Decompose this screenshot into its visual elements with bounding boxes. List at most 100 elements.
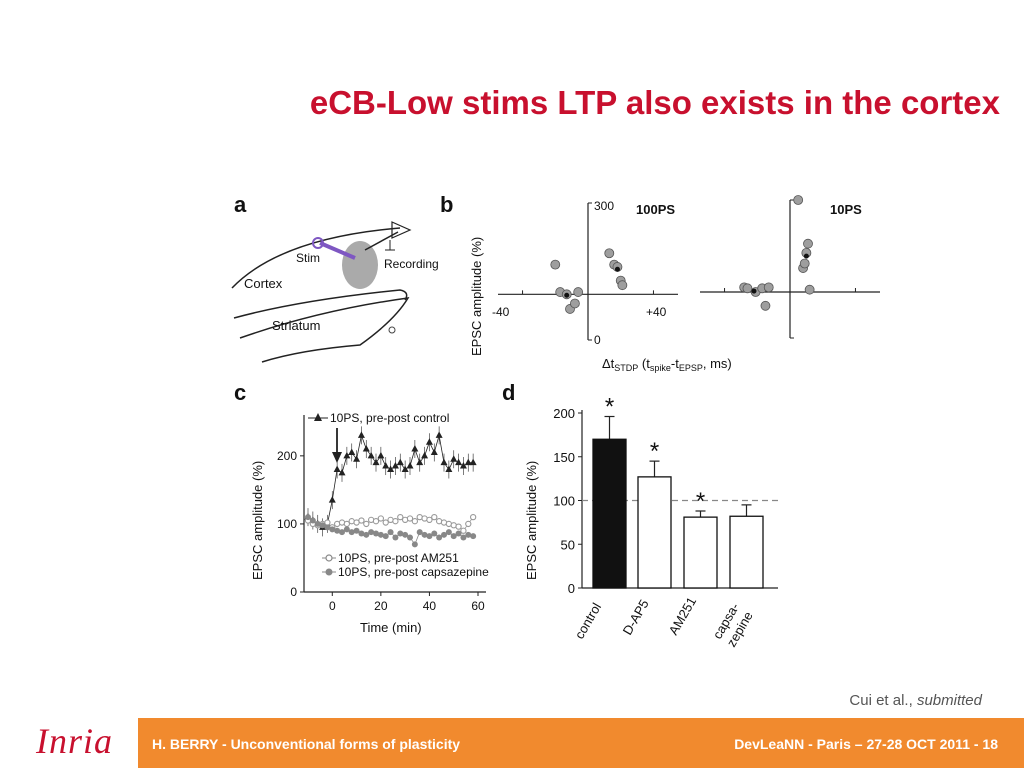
plot-100ps-label: 100PS (636, 202, 675, 217)
footer-event: DevLeaNN - Paris – 27-28 OCT 2011 - 18 (734, 736, 998, 752)
stim-electrode (319, 241, 356, 260)
legend-am251: 10PS, pre-post AM251 (338, 551, 459, 565)
series-am251-point (406, 515, 414, 522)
legend-control: 10PS, pre-post control (330, 411, 449, 425)
scatter-10ps-axes (700, 199, 880, 339)
small-marker (388, 326, 396, 334)
panel-c-xlabel: Time (min) (360, 620, 422, 635)
label-recording: Recording (384, 257, 439, 271)
series-am251-point (469, 513, 477, 521)
legend-capsazepine-marker (322, 568, 336, 576)
series-am251-point (382, 519, 389, 526)
series-capsazepine-point (397, 530, 404, 537)
plot-10ps-label: 10PS (830, 202, 862, 217)
series-capsazepine-point (392, 534, 399, 541)
series-am251-point (411, 518, 419, 525)
series-capsazepine-point (358, 530, 365, 537)
panel-c-xtick-label: 20 (374, 599, 388, 613)
series-am251-point (392, 518, 399, 525)
series-control-point (411, 445, 419, 452)
figure: a Stim Recording Cortex Striatum b EPSC … (231, 192, 880, 650)
scatter-10ps-mean-point (751, 288, 757, 294)
label-stim: Stim (296, 251, 320, 265)
series-capsazepine-point (426, 533, 433, 540)
series-capsazepine-point (329, 526, 336, 533)
series-capsazepine-point (470, 533, 477, 540)
series-capsazepine-point (455, 530, 462, 537)
series-control-point (338, 468, 346, 476)
series-control-point (343, 451, 351, 459)
panel-b-ylabel: EPSC amplitude (%) (469, 237, 484, 356)
scatter-100ps-axes (498, 202, 678, 341)
series-am251-point (460, 527, 467, 534)
series-control-point (357, 431, 365, 438)
series-am251-point (455, 523, 462, 530)
panel-c-xtick-label: 60 (471, 599, 485, 613)
bar (592, 438, 627, 589)
series-capsazepine-point (436, 534, 443, 541)
series-control-point (406, 462, 414, 469)
series-control-point (391, 462, 399, 469)
panel-b-letter: b (440, 192, 453, 217)
panel-d-ylabel: EPSC amplitude (%) (524, 461, 539, 580)
panel-d-ytick-label: 200 (553, 406, 575, 421)
series-control-point (450, 455, 458, 462)
scatter-10ps-point (803, 238, 813, 249)
series-am251-point (465, 520, 472, 528)
panel-c-ytick-label: 0 (290, 585, 297, 599)
series-control-point (367, 451, 375, 459)
series-capsazepine-point (441, 531, 447, 538)
panel-d-ytick-label: 0 (568, 581, 575, 596)
series-control-line (307, 433, 474, 528)
logo-box (0, 710, 138, 768)
scatter-100ps-point (550, 259, 561, 270)
series-am251-point (431, 513, 438, 521)
series-capsazepine-point (373, 530, 379, 537)
legend-control-marker (308, 413, 328, 421)
slide-title: eCB-Low stims LTP also exists in the cor… (309, 84, 1000, 121)
series-control-point (435, 431, 443, 438)
panel-b-xlabel: ΔtSTDP (tspike-tEPSP, ms) (602, 356, 732, 373)
stim-arrow (332, 428, 342, 463)
legend-am251-marker (322, 554, 336, 562)
panel-c-ylabel: EPSC amplitude (%) (250, 461, 265, 580)
panel-c-xtick-label: 0 (329, 599, 336, 613)
significance-star: * (605, 394, 614, 421)
series-control-point (469, 458, 477, 466)
scatter-100ps-point (570, 298, 580, 309)
scatter-10ps-point (763, 282, 774, 293)
series-capsazepine-point (339, 529, 345, 536)
series-control-point (421, 451, 429, 459)
cortex-boundary (233, 289, 408, 319)
series-control-point (348, 448, 356, 455)
series-control-point (425, 438, 433, 445)
bar (637, 476, 672, 589)
series-am251-point (426, 516, 433, 523)
series-control-point (459, 462, 467, 469)
significance-star: * (696, 488, 705, 515)
series-control-point (372, 458, 380, 466)
panel-d-letter: d (502, 380, 515, 405)
ytick-0: 0 (594, 333, 601, 347)
panel-c: c EPSC amplitude (%) 0 100 200 0 20 40 60 10PS… (234, 380, 489, 635)
series-capsazepine-point (431, 530, 438, 537)
footer-bar (0, 718, 1024, 768)
series-control-point (387, 465, 395, 472)
panel-b: b EPSC amplitude (%) 300 0 -40 +40 100PS… (440, 192, 880, 373)
series-am251-point (372, 518, 380, 525)
series-capsazepine-point (445, 529, 452, 536)
scatter-10ps-mean-point (803, 253, 809, 259)
label-cortex: Cortex (244, 276, 283, 291)
series-control-point (382, 462, 390, 469)
series-capsazepine-point (465, 531, 472, 538)
series-capsazepine-point (348, 529, 355, 536)
series-capsazepine-point (305, 514, 311, 521)
series-control-point (416, 458, 424, 466)
citation-status: submitted (916, 692, 982, 709)
inria-logo: Inria (36, 721, 113, 761)
panel-d: d EPSC amplitude (%) 0 50 100 150 200 * * * co… (502, 380, 778, 650)
stim-tip (312, 237, 324, 249)
category-dap5: D-AP5 (620, 597, 652, 638)
recording-electrode (364, 231, 399, 251)
series-capsazepine-point (416, 529, 423, 536)
